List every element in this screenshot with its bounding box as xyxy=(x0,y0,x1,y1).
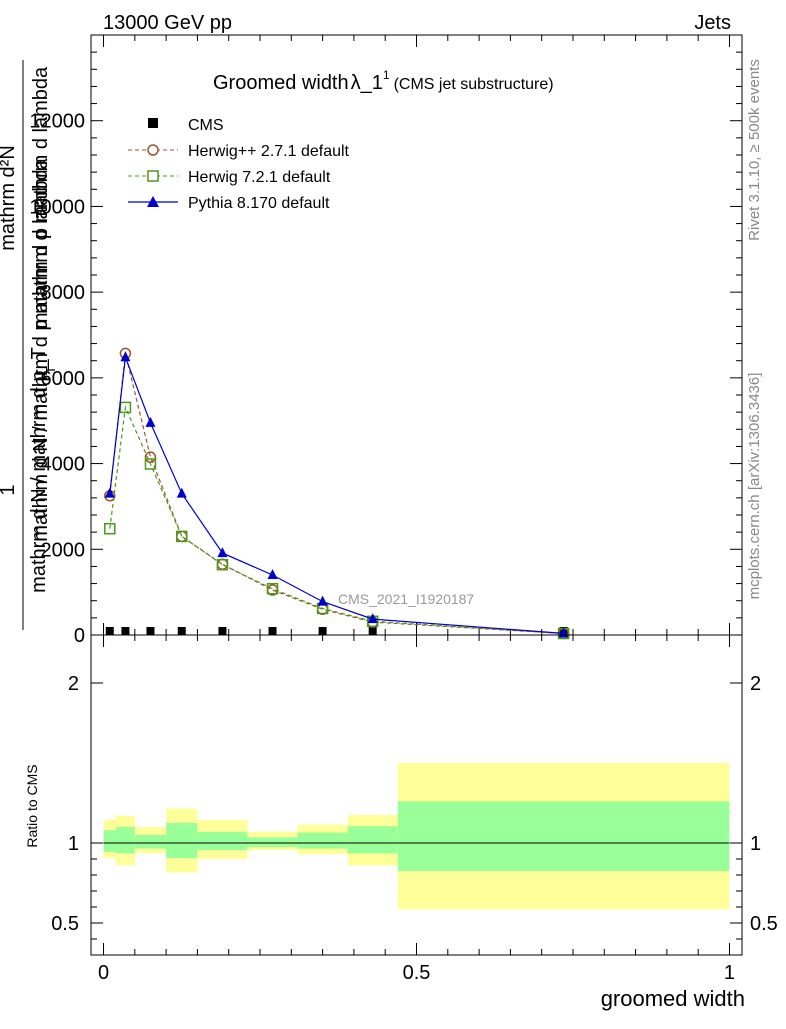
data-point-herwigpp xyxy=(176,530,188,543)
xtick-label: 0 xyxy=(98,962,109,984)
ylabel-subscript: T xyxy=(43,366,58,374)
data-point-herwig7 xyxy=(144,458,157,470)
main-ytick-label: 8000 xyxy=(41,282,86,304)
chart-title-text: Groomed width xyxy=(213,72,349,94)
ratio-ytick-label-left: 2 xyxy=(68,673,79,695)
legend-label-herwig7: Herwig 7.2.1 default xyxy=(188,169,331,186)
data-point-cms xyxy=(121,627,130,635)
side-text-bottom: mcplots.cern.ch [arXiv:1306.3436] xyxy=(746,373,763,600)
ratio-ytick-label-left: 1 xyxy=(68,833,79,855)
data-point-cms xyxy=(146,627,155,635)
data-point-cms xyxy=(268,627,277,635)
ratio-bands xyxy=(103,763,730,910)
ratio-band-inner xyxy=(197,831,248,851)
data-point-pythia xyxy=(267,569,278,579)
ratio-panel: 0.5 0.51 12 2 0 0.5 1 xyxy=(51,634,778,984)
ratio-band-inner xyxy=(166,823,198,859)
xtick-label: 0.5 xyxy=(403,962,431,984)
ratio-band-inner xyxy=(116,827,135,854)
main-axis-ticks xyxy=(91,34,742,636)
main-ytick-label: 4000 xyxy=(41,454,86,476)
series-line xyxy=(109,353,564,635)
data-point-pythia xyxy=(120,351,131,362)
legend-marker-herwig7 xyxy=(147,170,159,182)
data-point-cms xyxy=(318,627,327,635)
main-ytick-label: 6000 xyxy=(41,368,86,390)
ylabel-line-2: mathrm d p mathrm d lambda xyxy=(30,66,52,329)
ratio-ylabel: Ratio to CMS xyxy=(24,764,40,847)
series-2 xyxy=(104,401,570,640)
data-point-herwigpp xyxy=(216,558,229,571)
data-point-cms xyxy=(177,627,186,635)
ylabel-line-4: mathrm d N / mathrm d p_T xyxy=(28,347,50,593)
data-point-pythia xyxy=(145,416,156,427)
main-series xyxy=(104,347,570,640)
ylabel-line-3: 1 xyxy=(0,484,19,495)
ylabel-line-1: mathrm d²N xyxy=(0,145,19,251)
series-line xyxy=(109,405,564,635)
main-panel: 0 2000 4000 6000 8000 10000 12000 xyxy=(29,34,743,647)
main-ytick-label: 0 xyxy=(74,625,85,647)
ratio-axis-ticks xyxy=(91,635,742,955)
side-text-top: Rivet 3.1.10, ≥ 500k events xyxy=(746,59,763,241)
ylabel-line-5: mathrm d N / mathrm d p mathrm d lambda xyxy=(30,157,52,541)
legend-label-herwigpp: Herwig++ 2.7.1 default xyxy=(188,143,350,160)
data-point-herwig7 xyxy=(266,582,279,595)
data-point-cms xyxy=(218,627,227,635)
ratio-band-inner xyxy=(247,837,298,847)
chart-title: Groomed width λ_11 (CMS jet substructure) xyxy=(213,68,554,94)
ratio-band-inner xyxy=(397,801,730,871)
main-ytick-label: 12000 xyxy=(29,111,85,133)
header-right: Jets xyxy=(694,12,731,34)
data-point-herwig7 xyxy=(176,530,188,543)
ratio-ytick-label-left: 0.5 xyxy=(51,913,79,935)
main-ytick-label: 10000 xyxy=(29,196,85,218)
legend-marker-cms xyxy=(148,118,158,128)
ratio-ytick-label-right: 1 xyxy=(750,833,761,855)
series-3 xyxy=(104,351,569,638)
ratio-band-inner xyxy=(134,835,167,849)
data-point-pythia xyxy=(176,487,187,498)
data-point-pythia xyxy=(217,547,228,558)
legend-label-pythia: Pythia 8.170 default xyxy=(188,195,330,212)
ratio-ytick-label-right: 2 xyxy=(750,673,761,695)
ratio-band-inner xyxy=(347,826,398,854)
legend: CMS Herwig++ 2.7.1 default Herwig 7.2.1 … xyxy=(128,117,350,212)
chart-subtitle: (CMS jet substructure) xyxy=(394,76,554,93)
data-point-cms xyxy=(105,627,114,635)
legend-marker-pythia xyxy=(147,196,159,207)
data-point-pythia xyxy=(104,487,115,498)
ratio-ytick-label-right: 0.5 xyxy=(750,913,778,935)
header-left: 13000 GeV pp xyxy=(103,12,232,34)
ratio-xtick-labels: 0 0.5 1 xyxy=(98,962,735,984)
main-ytick-labels: 0 2000 4000 6000 8000 10000 12000 xyxy=(29,111,85,647)
data-point-pythia xyxy=(367,613,378,624)
data-point-herwig7 xyxy=(104,522,116,535)
data-point-herwig7 xyxy=(119,401,132,414)
main-ytick-label: 2000 xyxy=(41,539,86,561)
series-1 xyxy=(104,347,570,640)
chart-title-superscript: 1 xyxy=(383,68,390,82)
data-point-herwig7 xyxy=(216,558,229,571)
main-ylabel: mathrm d²N mathrm d p mathrm d lambda 1 … xyxy=(0,60,58,630)
ratio-ytick-labels: 0.5 0.5 1 1 2 2 xyxy=(51,673,778,935)
ratio-band-inner xyxy=(297,832,348,849)
x-axis-label: groomed width xyxy=(601,986,745,1011)
series-line xyxy=(109,357,564,634)
data-point-cms xyxy=(368,627,377,635)
data-point-herwigpp xyxy=(144,451,157,463)
chart-title-symbol: λ_1 xyxy=(351,72,383,94)
legend-marker-herwigpp xyxy=(147,144,159,156)
watermark: CMS_2021_I1920187 xyxy=(338,591,474,607)
ratio-band-inner xyxy=(103,830,117,852)
data-point-pythia xyxy=(317,595,328,606)
xtick-label: 1 xyxy=(724,962,735,984)
legend-label-cms: CMS xyxy=(188,117,224,134)
